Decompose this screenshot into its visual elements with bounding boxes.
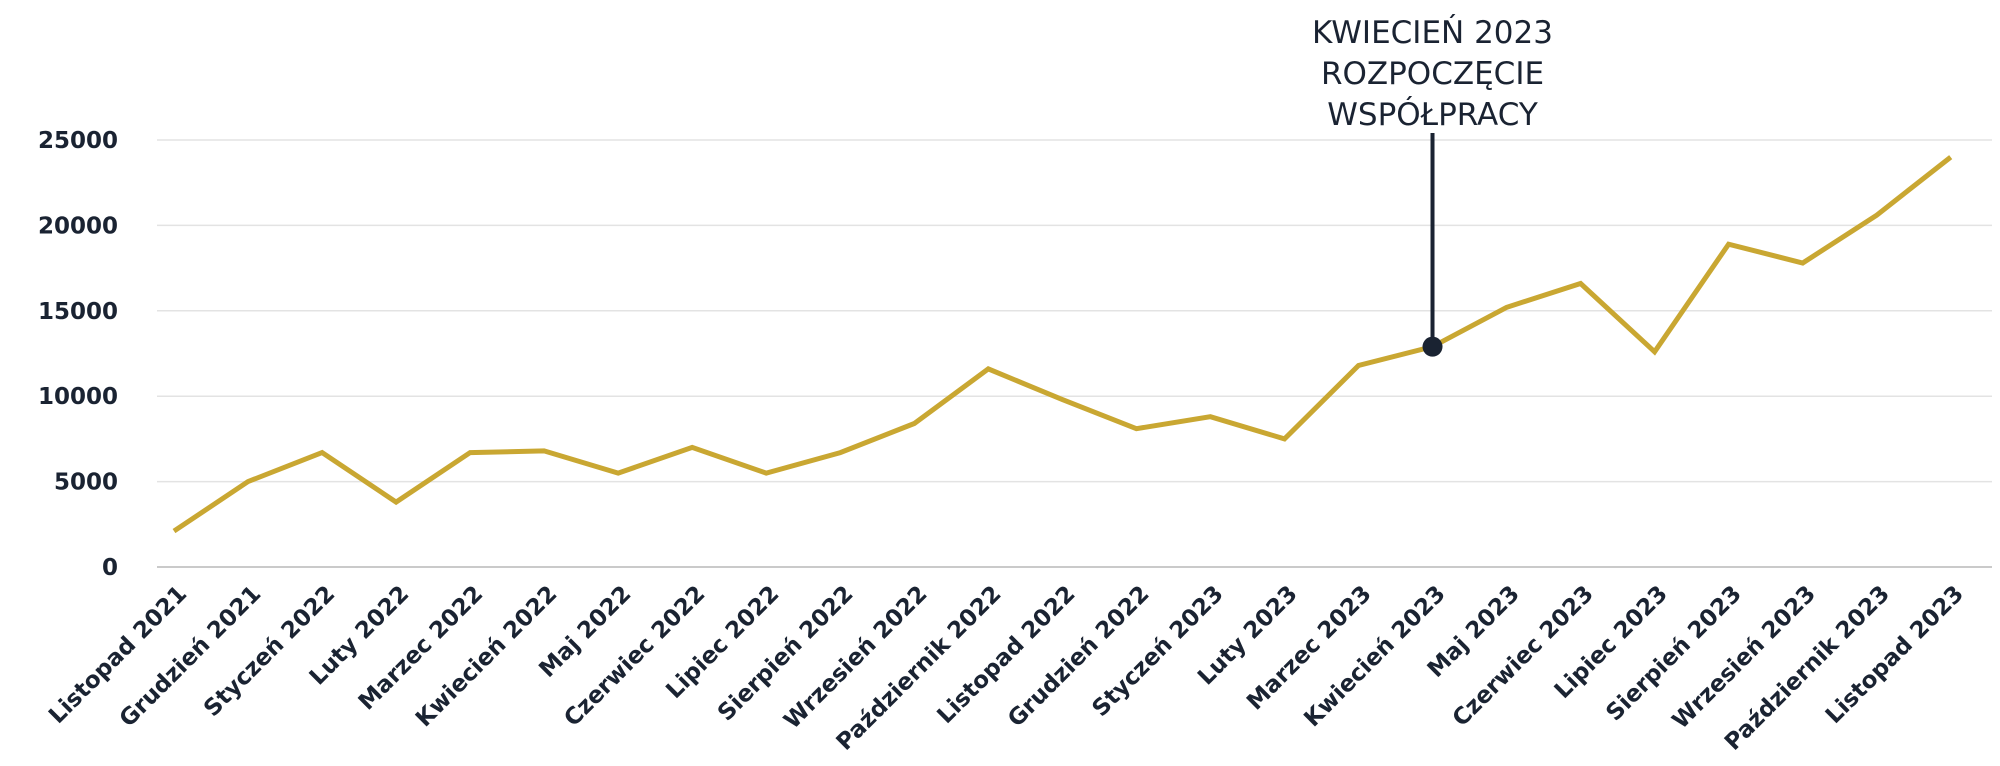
y-tick-label: 5000 (54, 470, 118, 496)
x-tick-label: Listopad 2022 (932, 581, 1080, 729)
x-tick-label: Kwiecień 2022 (411, 581, 562, 732)
x-tick-label: Czerwiec 2022 (559, 581, 710, 732)
series-line (172, 155, 1953, 534)
x-tick-label: Grudzień 2022 (1003, 581, 1155, 733)
y-tick-label: 25000 (38, 128, 118, 154)
x-tick-label: Wrzesień 2022 (779, 581, 932, 734)
x-tick-label: Wrzesień 2023 (1668, 581, 1821, 734)
x-tick-label: Sierpień 2022 (713, 581, 858, 726)
x-tick-label: Marzec 2022 (354, 581, 489, 716)
x-tick-label: Marzec 2023 (1242, 581, 1377, 716)
x-tick-label: Listopad 2021 (44, 581, 192, 729)
x-tick-label: Grudzień 2021 (115, 581, 267, 733)
x-tick-label: Sierpień 2023 (1601, 581, 1746, 726)
x-tick-label: Styczeń 2023 (1088, 581, 1229, 722)
y-tick-label: 10000 (38, 384, 118, 410)
x-tick-label: Kwiecień 2023 (1299, 581, 1450, 732)
y-tick-label: 0 (102, 555, 118, 581)
y-tick-label: 20000 (38, 213, 118, 239)
annotation-label: ROZPOCZĘCIE (1321, 56, 1544, 92)
y-tick-label: 15000 (38, 299, 118, 325)
x-tick-label: Listopad 2023 (1821, 581, 1969, 729)
annotation-label: WSPÓŁPRACY (1327, 96, 1538, 133)
x-tick-label: Czerwiec 2023 (1448, 581, 1599, 732)
x-tick-label: Styczeń 2022 (199, 581, 340, 722)
annotation-label: KWIECIEŃ 2023 (1312, 15, 1553, 51)
annotation-marker (1422, 336, 1443, 357)
